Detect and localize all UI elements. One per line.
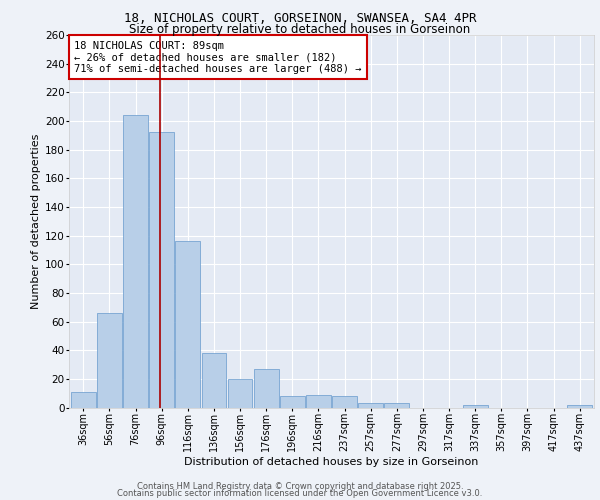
Bar xyxy=(71,392,96,407)
Text: Size of property relative to detached houses in Gorseinon: Size of property relative to detached ho… xyxy=(130,22,470,36)
Text: Contains HM Land Registry data © Crown copyright and database right 2025.: Contains HM Land Registry data © Crown c… xyxy=(137,482,463,491)
Bar xyxy=(202,353,226,408)
X-axis label: Distribution of detached houses by size in Gorseinon: Distribution of detached houses by size … xyxy=(184,456,479,466)
Bar xyxy=(567,404,592,407)
Bar xyxy=(227,379,253,408)
Bar xyxy=(385,403,409,407)
Text: 18, NICHOLAS COURT, GORSEINON, SWANSEA, SA4 4PR: 18, NICHOLAS COURT, GORSEINON, SWANSEA, … xyxy=(124,12,476,26)
Bar xyxy=(149,132,174,407)
Bar xyxy=(175,242,200,408)
Bar xyxy=(280,396,305,407)
Bar xyxy=(306,394,331,407)
Bar xyxy=(97,313,122,408)
Y-axis label: Number of detached properties: Number of detached properties xyxy=(31,134,41,309)
Bar xyxy=(254,369,278,408)
Text: Contains public sector information licensed under the Open Government Licence v3: Contains public sector information licen… xyxy=(118,489,482,498)
Bar xyxy=(123,115,148,408)
Text: 18 NICHOLAS COURT: 89sqm
← 26% of detached houses are smaller (182)
71% of semi-: 18 NICHOLAS COURT: 89sqm ← 26% of detach… xyxy=(74,40,362,74)
Bar xyxy=(332,396,357,407)
Bar xyxy=(463,404,488,407)
Bar xyxy=(358,403,383,407)
